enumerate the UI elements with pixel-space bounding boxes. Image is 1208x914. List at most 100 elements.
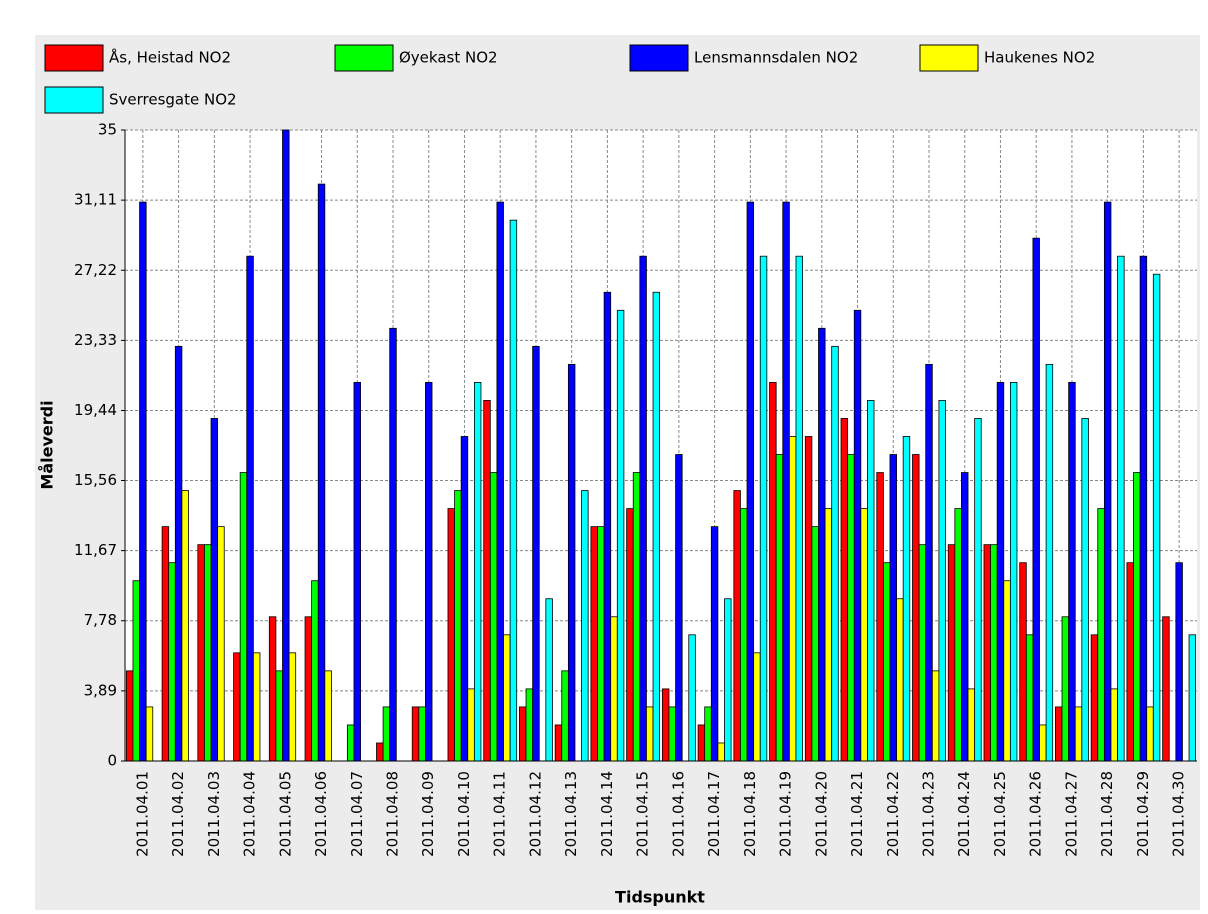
bar [1103, 201, 1112, 762]
bar [974, 418, 982, 762]
legend-swatch [919, 44, 979, 72]
bar [382, 706, 391, 762]
bar [353, 381, 361, 762]
bar [616, 309, 625, 762]
bar [804, 436, 813, 762]
bar [853, 309, 862, 762]
bar [947, 544, 956, 762]
bar [1117, 255, 1125, 762]
bar [324, 670, 332, 762]
bar [197, 544, 205, 762]
x-tick-label: 2011.04.24 [955, 771, 973, 857]
bar [239, 472, 248, 762]
bar [597, 526, 605, 762]
x-tick-label: 2011.04.29 [1134, 771, 1152, 857]
legend-swatch [629, 44, 689, 72]
bar [525, 688, 534, 762]
y-tick-label: 7,78 [84, 611, 117, 629]
bar [509, 219, 518, 762]
bar [590, 526, 598, 762]
bar [740, 508, 748, 762]
x-tick-label: 2011.04.26 [1027, 771, 1045, 857]
bar [282, 129, 290, 762]
bar [1152, 273, 1161, 762]
bar [912, 454, 920, 762]
x-tick-label: 2011.04.07 [348, 771, 366, 857]
bar [503, 634, 511, 762]
bar [376, 742, 384, 762]
legend-swatch [334, 44, 394, 72]
bar [652, 291, 661, 762]
y-tick-label: 23,33 [74, 331, 117, 349]
bar [675, 454, 683, 762]
bar [1175, 562, 1183, 762]
bar [996, 381, 1005, 762]
bar [460, 436, 469, 762]
bar [418, 706, 426, 762]
bar [246, 255, 254, 762]
x-tick-label: 2011.04.05 [276, 771, 294, 857]
bar [174, 345, 183, 762]
x-tick-label: 2011.04.28 [1098, 771, 1116, 857]
bar [275, 670, 283, 762]
x-tick-label: 2011.04.12 [526, 771, 544, 857]
bar [1162, 616, 1170, 762]
bar [632, 472, 641, 762]
y-tick-label: 31,11 [74, 191, 117, 209]
bar [145, 706, 154, 762]
bar [788, 436, 797, 762]
bar [824, 508, 833, 762]
bar [746, 201, 755, 762]
x-tick-label: 2011.04.16 [669, 771, 687, 857]
bar [181, 490, 189, 762]
bar [661, 688, 670, 762]
bar [483, 400, 491, 762]
y-tick-label: 19,44 [74, 401, 117, 419]
bar [1055, 706, 1063, 762]
bar [717, 742, 725, 762]
y-tick-label: 3,89 [84, 681, 117, 699]
bar [902, 436, 911, 762]
bar [411, 706, 420, 762]
x-tick-label: 2011.04.22 [884, 771, 902, 857]
bar [1126, 562, 1134, 762]
bar [610, 616, 618, 762]
bar [882, 562, 891, 762]
bar [125, 670, 134, 762]
bar [346, 724, 355, 762]
bar [847, 454, 855, 762]
legend-label: Haukenes NO2 [984, 49, 1095, 67]
bar [710, 526, 719, 762]
bar [831, 345, 839, 762]
bar [210, 418, 219, 762]
bar [688, 634, 696, 762]
x-tick-label: 2011.04.18 [741, 771, 759, 857]
bar [1097, 508, 1105, 762]
bar [473, 381, 482, 762]
bar [1032, 237, 1040, 762]
bar [626, 508, 634, 762]
y-tick-label: 35 [98, 121, 117, 139]
x-tick-label: 2011.04.23 [920, 771, 938, 857]
x-tick-label: 2011.04.06 [312, 771, 330, 857]
y-tick-label: 11,67 [74, 541, 117, 559]
bar [532, 345, 540, 762]
bar [1081, 418, 1089, 762]
bar [931, 670, 940, 762]
bar [447, 508, 455, 762]
bar [581, 490, 589, 762]
bar [304, 616, 313, 762]
bar [1146, 706, 1154, 762]
bar [867, 400, 875, 762]
bar [132, 580, 140, 762]
bar [496, 201, 504, 762]
bar [860, 508, 868, 762]
bar [782, 201, 790, 762]
bar [1061, 616, 1070, 762]
x-axis-label: Tidspunkt [615, 888, 705, 907]
bar [646, 706, 654, 762]
legend-swatch [44, 86, 104, 114]
bar [961, 472, 969, 762]
bar [139, 201, 147, 762]
